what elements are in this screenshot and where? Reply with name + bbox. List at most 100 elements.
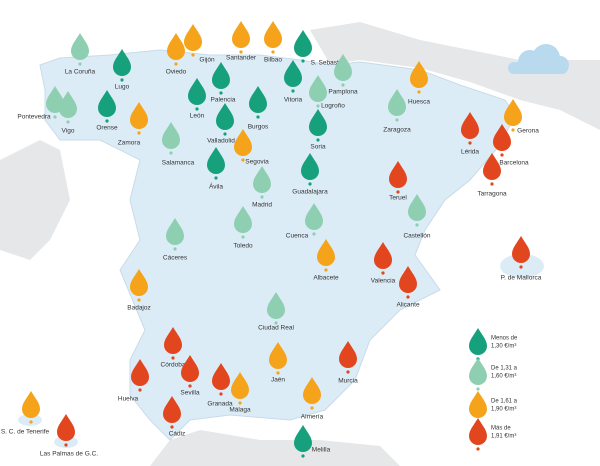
city: Valladolid	[207, 103, 235, 145]
drop-dot	[105, 119, 109, 123]
drop	[469, 328, 487, 355]
drop-dot	[274, 321, 278, 325]
drop-dot	[500, 153, 504, 157]
city: Huelva	[118, 359, 149, 403]
drop-dot	[346, 370, 350, 374]
drop	[410, 61, 428, 88]
city-label: Huesca	[408, 99, 430, 106]
city: Granada	[207, 363, 233, 408]
city: Toledo	[233, 206, 253, 250]
city-label: Las Palmas de G.C.	[40, 451, 98, 458]
city: Lugo	[113, 49, 131, 91]
drop-dot	[169, 151, 173, 155]
city-label: Málaga	[229, 407, 251, 414]
city: Soria	[309, 109, 327, 151]
city: Oviedo	[166, 33, 187, 76]
drop	[493, 124, 511, 151]
city-label: Oviedo	[166, 69, 187, 76]
drop	[130, 269, 148, 296]
city-label: Alicante	[396, 302, 420, 309]
city: Vitoria	[284, 60, 303, 104]
city: Almería	[301, 377, 324, 421]
drop-dot	[316, 138, 320, 142]
drop	[512, 236, 530, 263]
city-label: Orense	[96, 125, 118, 132]
city-label: Córdoba	[161, 362, 186, 369]
city-label: Pontevedra	[17, 114, 51, 121]
drop-dot	[238, 401, 242, 405]
city: Palencia	[211, 62, 236, 104]
city: Valencia	[371, 242, 396, 285]
city-label: Valladolid	[207, 138, 235, 145]
city-label: Soria	[310, 144, 326, 151]
city: La Coruña	[65, 33, 96, 76]
city: Cáceres	[163, 218, 188, 262]
drop	[184, 24, 202, 51]
city-label: Huelva	[118, 396, 139, 403]
city: S. C. de Tenerife	[1, 391, 50, 436]
city: Teruel	[389, 161, 407, 202]
city: Ávila	[207, 147, 225, 191]
city-label: Zaragoza	[383, 127, 411, 134]
drop	[231, 372, 249, 399]
drop-dot	[312, 232, 316, 236]
legend-label: 1,91 €/m³	[491, 434, 516, 440]
drop	[269, 342, 287, 369]
drop-dot	[223, 132, 227, 136]
drop	[164, 327, 182, 354]
drop-dot	[490, 182, 494, 186]
city: Guadalajara	[292, 153, 328, 196]
drop-dot	[239, 50, 243, 54]
drop-dot	[241, 158, 245, 162]
city-label: Ciudad Real	[258, 325, 294, 332]
city: Barcelona	[493, 124, 529, 167]
drop-dot	[188, 384, 192, 388]
legend-label: 1,60 €/m³	[491, 374, 516, 380]
drop-dot	[241, 235, 245, 239]
city: Burgos	[248, 86, 269, 131]
city: Tarragona	[477, 153, 507, 198]
drop-dot	[395, 118, 399, 122]
drop	[389, 161, 407, 188]
city-label: Zamora	[118, 140, 141, 147]
land	[0, 22, 600, 466]
drop	[339, 341, 357, 368]
drop	[305, 203, 323, 230]
drop	[212, 363, 230, 390]
city-label: Lérida	[461, 149, 479, 156]
city: Orense	[96, 90, 118, 132]
drop-dot	[316, 104, 320, 108]
drop-dot	[171, 356, 175, 360]
city: León	[188, 78, 206, 120]
city-label: Ávila	[209, 182, 223, 191]
drop-dot	[276, 371, 280, 375]
drop	[294, 30, 312, 57]
legend-item: Menos de 1,30 €/m³	[469, 328, 518, 361]
city: Jaén	[269, 342, 287, 384]
drop-dot	[120, 78, 124, 82]
legend-label: 1,90 €/m³	[491, 407, 516, 413]
city: Santander	[226, 21, 257, 62]
city: Segovia	[234, 129, 269, 166]
city-label: La Coruña	[65, 69, 96, 76]
drop-dot	[173, 247, 177, 251]
drop	[71, 33, 89, 60]
city-label: Albacete	[313, 275, 339, 282]
drop-dot	[191, 53, 195, 57]
drop	[249, 86, 267, 113]
drop-dot	[511, 128, 515, 132]
legend-label: De 1,61 a	[491, 399, 518, 405]
city-label: Gijón	[199, 57, 215, 64]
drop	[98, 90, 116, 117]
drop	[166, 218, 184, 245]
drop	[163, 396, 181, 423]
drop	[461, 112, 479, 139]
drop	[253, 166, 271, 193]
city: Las Palmas de G.C.	[40, 414, 98, 458]
drop	[483, 153, 501, 180]
drop-dot	[341, 83, 345, 87]
city-label: Sevilla	[180, 390, 200, 397]
drop	[167, 33, 185, 60]
